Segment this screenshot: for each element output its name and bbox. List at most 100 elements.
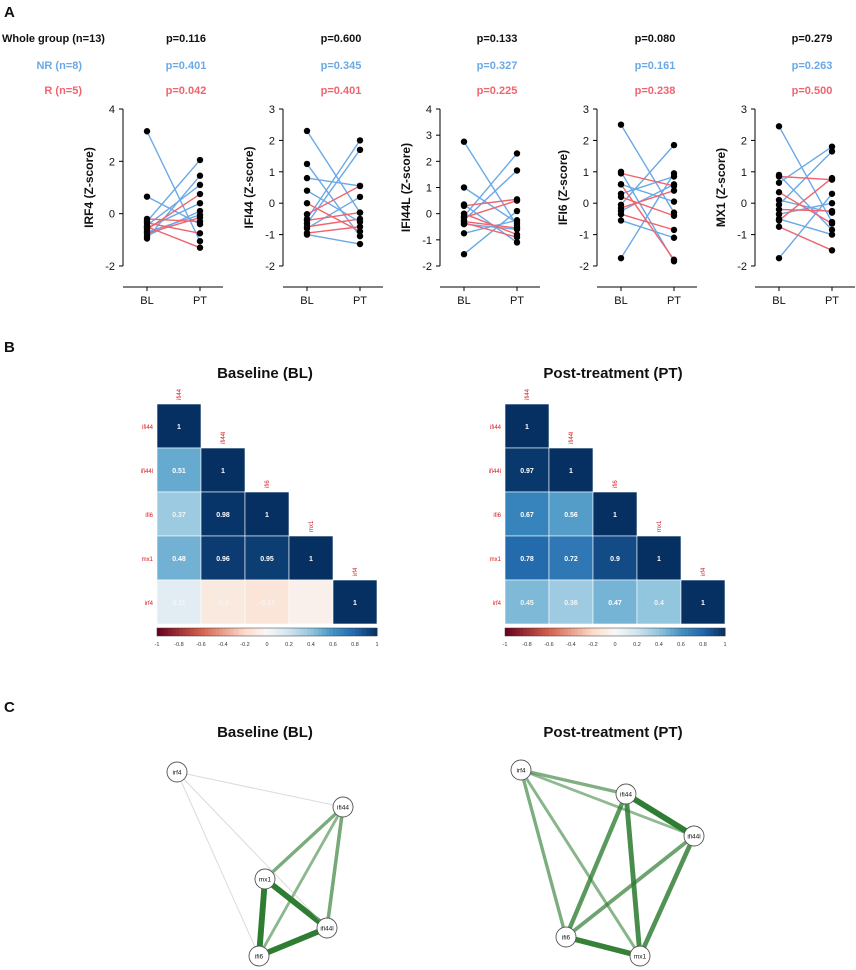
pvalue-r-mx1: p=0.500 [792, 85, 833, 97]
zscore-plot-ifi6: p=0.080 p=0.161 p=0.238 -2 -1 0 1 2 3 IFI6 (Z-sco… [556, 33, 697, 307]
colorbar-segment [703, 628, 708, 636]
colorbar-tick-label: -0.6 [196, 642, 205, 648]
point-bl [775, 201, 783, 208]
pvalue-whole-irf4: p=0.116 [166, 33, 206, 45]
colorbar-segment [369, 628, 374, 636]
heatmap-corr-bl: Baseline (BL) ifi44 ifi44 1 ifi44l ifi44l 0.51… [141, 365, 379, 648]
heatmap-cell-label: 0.67 [520, 512, 534, 519]
pair-line-nr [463, 169, 518, 221]
y-tick-label: 0 [741, 198, 747, 210]
heatmap-cell [592, 579, 638, 625]
network-node-irf4 [166, 761, 188, 783]
point-pt [513, 207, 521, 215]
pair-line-r [463, 198, 518, 207]
colorbar-segment [717, 628, 722, 636]
point-pt [828, 247, 836, 254]
pair-line-nr [620, 124, 675, 213]
point-bl [460, 138, 468, 145]
point-pt [828, 200, 836, 207]
colorbar-segment [527, 628, 532, 636]
colorbar-segment [640, 628, 645, 636]
point-bl [460, 230, 468, 237]
colorbar-segment [351, 628, 356, 636]
pair-line-r [620, 213, 675, 231]
point-pt [356, 209, 364, 216]
network-node-label: ifi44l [687, 834, 701, 841]
point-pt [196, 190, 204, 198]
network-node-ifi44l [316, 917, 338, 939]
pair-line-nr [778, 125, 833, 223]
colorbar-segment [508, 628, 513, 636]
colorbar-segment [289, 628, 294, 636]
colorbar-segment [560, 628, 565, 636]
x-tick-label: BL [140, 295, 153, 307]
y-tick-label: 3 [269, 104, 275, 116]
heatmap-cell-label: 1 [353, 600, 357, 607]
network-node-irf4 [510, 759, 532, 781]
point-pt [196, 156, 204, 164]
colorbar-segment [347, 628, 352, 636]
heatmap-row-label: irf4 [145, 601, 154, 607]
point-pt [356, 232, 364, 240]
colorbar-segment [706, 628, 711, 636]
network-node-ifi6 [248, 945, 270, 967]
colorbar-segment [622, 628, 627, 636]
colorbar-segment [179, 628, 184, 636]
heatmap-cell-label: 1 [701, 600, 705, 607]
colorbar-segment [212, 628, 217, 636]
y-axis-label: IFI6 (Z-score) [556, 150, 570, 225]
network-edge [520, 768, 695, 838]
network-edge [519, 769, 568, 938]
heatmap-cell-label: 0.78 [520, 556, 534, 563]
colorbar-segment [574, 628, 579, 636]
heatmap-row-label: ifi6 [493, 513, 501, 519]
point-bl [775, 223, 783, 230]
colorbar-segment [344, 628, 349, 636]
heatmap-cell [504, 491, 550, 537]
point-pt [828, 207, 836, 215]
network-edge [623, 793, 643, 957]
point-pt [513, 197, 521, 204]
network-edge [564, 834, 696, 939]
y-tick-label: 0 [269, 198, 275, 210]
colorbar-segment [300, 628, 305, 636]
pair-line-r [306, 226, 361, 234]
heatmap-row-label: mx1 [490, 557, 502, 563]
colorbar-segment [234, 628, 239, 636]
point-bl [775, 179, 783, 186]
colorbar-segment [373, 628, 378, 636]
y-axis-label: IRF4 (Z-score) [82, 147, 96, 228]
pvalue-nr-irf4: p=0.401 [166, 60, 207, 72]
network-node-mx1 [629, 945, 651, 967]
point-bl [143, 230, 151, 237]
network-node-label: irf4 [516, 768, 525, 775]
colorbar-segment [237, 628, 242, 636]
colorbar-segment [168, 628, 173, 636]
colorbar-segment [190, 628, 195, 636]
colorbar-segment [281, 628, 286, 636]
colorbar-segment [611, 628, 616, 636]
pvalue-whole-ifi6: p=0.080 [635, 33, 676, 45]
point-pt [356, 193, 364, 201]
colorbar-segment [516, 628, 521, 636]
pvalue-r-ifi44l: p=0.225 [477, 85, 518, 97]
colorbar-segment [197, 628, 202, 636]
network-node-label: ifi44 [337, 805, 349, 812]
pair-line-nr [146, 130, 201, 242]
colorbar-segment [582, 628, 587, 636]
row-label-nr: NR (n=8) [36, 60, 82, 72]
pair-line-r [306, 185, 361, 215]
colorbar-segment [164, 628, 169, 636]
heatmap-title: Post-treatment (PT) [543, 365, 682, 382]
colorbar-segment [362, 628, 367, 636]
point-pt [196, 181, 204, 189]
heatmap-cell [200, 579, 246, 625]
heatmap-cell [200, 491, 246, 537]
colorbar-segment [318, 628, 323, 636]
colorbar-segment [366, 628, 371, 636]
y-tick-label: -2 [579, 261, 589, 273]
heatmap-cell-label: 0.51 [172, 468, 186, 475]
colorbar-segment [651, 628, 656, 636]
colorbar-segment [278, 628, 283, 636]
colorbar-segment [274, 628, 279, 636]
